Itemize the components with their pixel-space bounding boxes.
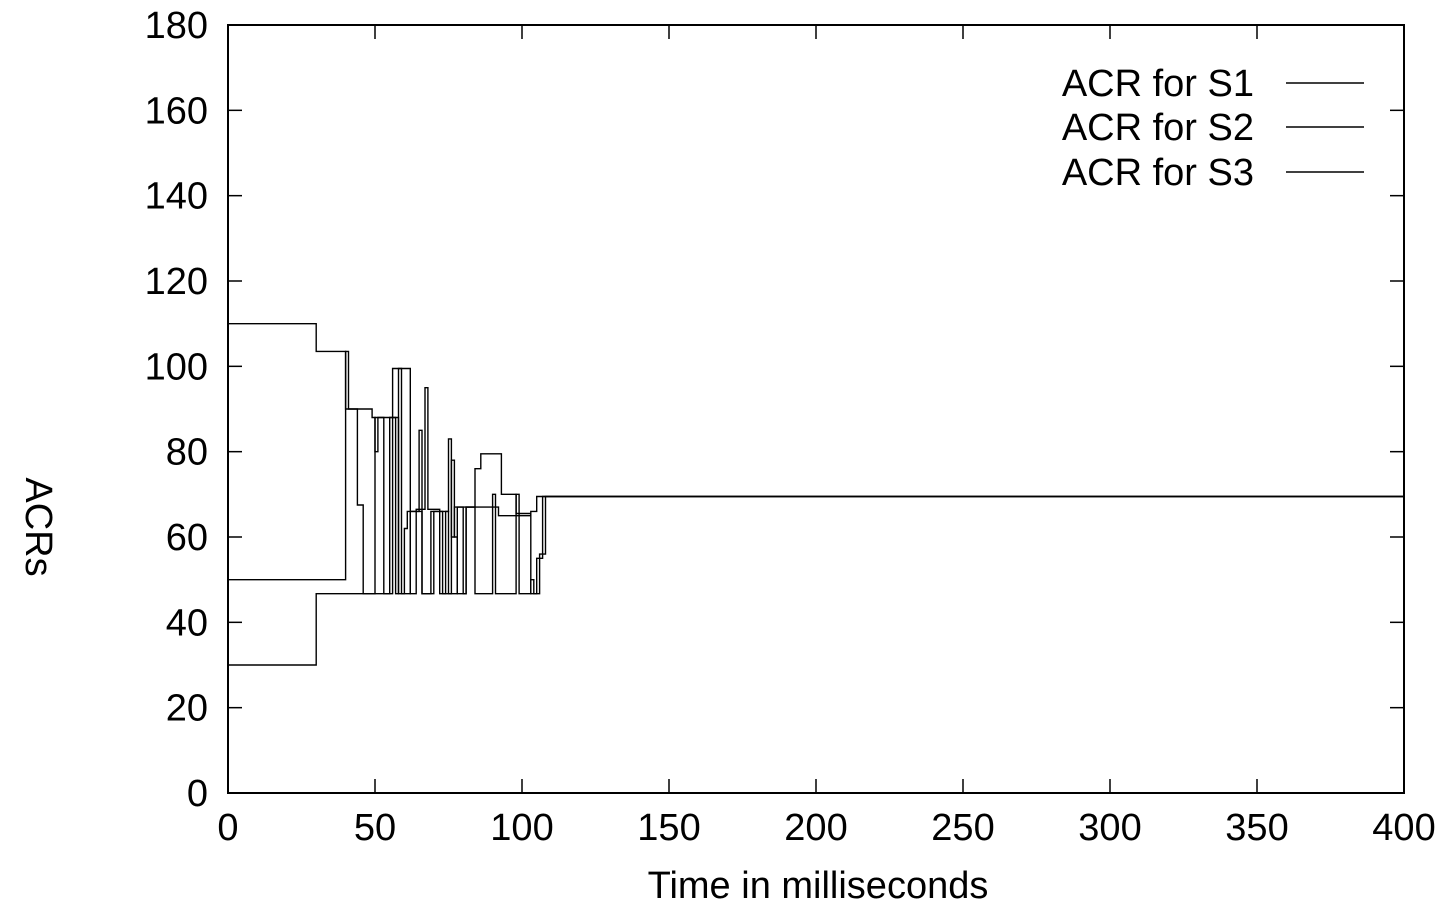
y-tick-label: 160: [145, 90, 208, 132]
y-tick-label: 80: [166, 432, 208, 474]
y-tick-label: 20: [166, 688, 208, 730]
x-tick-label: 250: [931, 807, 994, 849]
axis-ticks: 0 50 100 150 200 250 300 350 400 0 20 40 60 80 100 120 1…: [145, 5, 1436, 849]
y-tick-label: 0: [187, 773, 208, 815]
y-tick-label: 140: [145, 176, 208, 218]
x-tick-label: 300: [1078, 807, 1141, 849]
y-tick-label: 40: [166, 602, 208, 644]
x-tick-label: 200: [784, 807, 847, 849]
x-tick-label: 100: [490, 807, 553, 849]
y-tick-label: 180: [145, 5, 208, 47]
series-line-s3: [228, 367, 1404, 666]
x-tick-label: 50: [354, 807, 396, 849]
x-tick-label: 150: [637, 807, 700, 849]
legend-label-s1: ACR for S1: [1062, 63, 1254, 105]
series-lines: [228, 323, 1404, 666]
y-tick-label: 120: [145, 261, 208, 303]
legend-label-s2: ACR for S2: [1062, 107, 1254, 149]
y-tick-label: 100: [145, 346, 208, 388]
legend-label-s3: ACR for S3: [1062, 152, 1254, 194]
x-tick-label: 0: [217, 807, 238, 849]
x-axis-title: Time in milliseconds: [648, 865, 989, 904]
y-tick-label: 60: [166, 517, 208, 559]
y-axis-title: ACRs: [17, 477, 59, 576]
x-tick-label: 350: [1225, 807, 1288, 849]
x-tick-label: 400: [1372, 807, 1435, 849]
